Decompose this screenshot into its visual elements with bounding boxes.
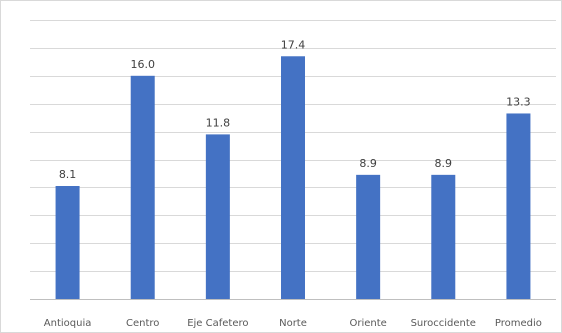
bar-antioquia (55, 186, 80, 299)
x-tick-label: Suroccidente (411, 318, 476, 329)
data-labels: 8.1 16.0 11.8 17.4 8.9 8.9 13.3 (59, 38, 531, 181)
x-tick-label: Norte (279, 318, 307, 329)
data-label: 17.4 (281, 38, 306, 51)
bar-promedio (506, 113, 531, 299)
data-label: 8.9 (359, 157, 377, 170)
data-label: 8.1 (59, 168, 77, 181)
bar-suroccidente (431, 174, 456, 299)
x-tick-label: Eje Cafetero (187, 318, 248, 329)
bar-centro (130, 75, 155, 299)
data-label: 16.0 (130, 58, 155, 71)
grid-lines (30, 20, 556, 272)
bar-oriente (356, 174, 381, 299)
x-tick-label: Antioquia (44, 318, 92, 329)
data-label: 8.9 (435, 157, 453, 170)
data-label: 13.3 (506, 95, 531, 108)
x-tick-label: Oriente (349, 318, 386, 329)
x-tick-label: Centro (126, 318, 159, 329)
category-tick-labels: Antioquia Centro Eje Cafetero Norte Oriente S… (44, 318, 542, 329)
bar-norte (281, 56, 305, 299)
x-tick-label: Promedio (495, 318, 542, 329)
bars (55, 56, 531, 299)
data-label: 11.8 (206, 116, 231, 129)
bar-eje-cafetero (205, 134, 230, 299)
